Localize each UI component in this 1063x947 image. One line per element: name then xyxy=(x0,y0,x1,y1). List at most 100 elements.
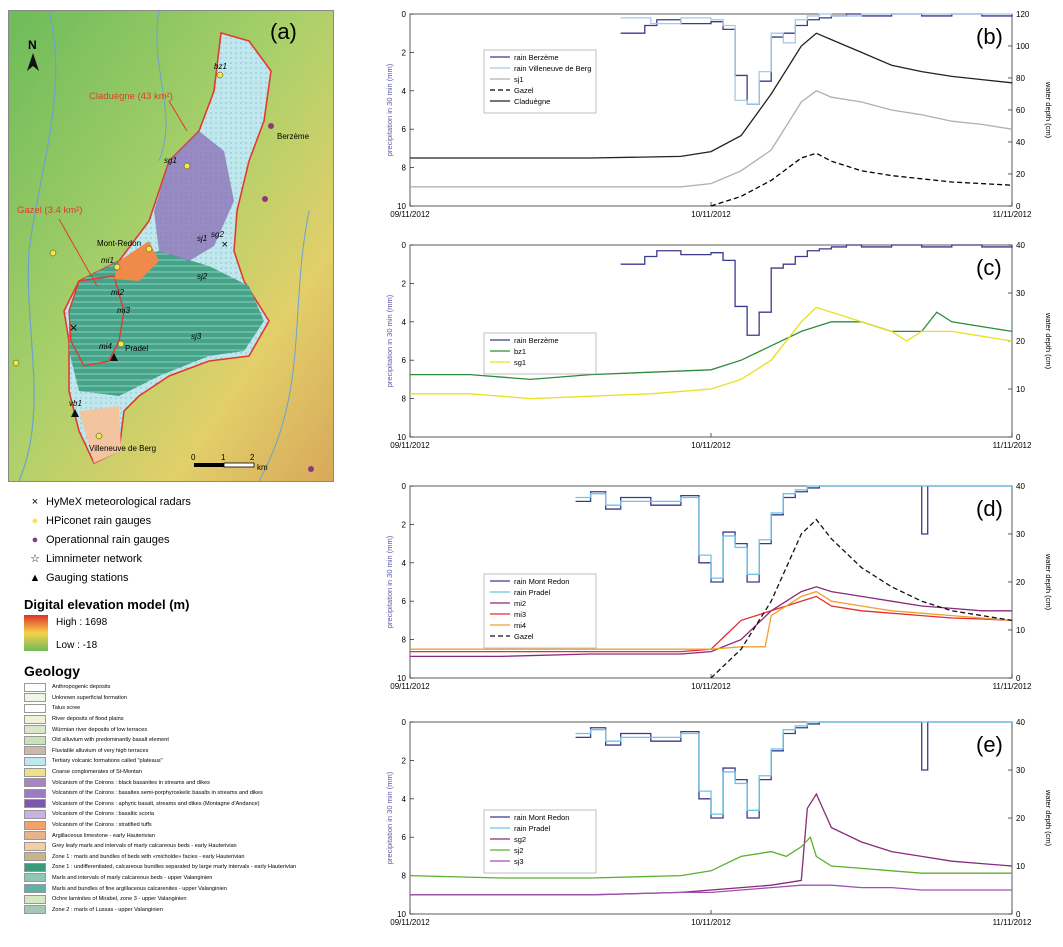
y-tick-label: 10 xyxy=(397,910,406,919)
river xyxy=(258,210,310,481)
y2-tick-label: 100 xyxy=(1016,42,1030,51)
legend-entry: Gazel xyxy=(514,86,534,95)
y-tick-label: 4 xyxy=(402,559,407,568)
geology-label: Volcanism of the Coirons : basaltic scor… xyxy=(52,811,154,818)
y2-tick-label: 20 xyxy=(1016,814,1025,823)
y-tick-label: 0 xyxy=(402,718,407,727)
x-tick-label: 10/11/2012 xyxy=(691,682,731,691)
geology-row: Unknown superficial formation xyxy=(24,693,354,704)
geology-row: Coarse conglomerates of St-Montan xyxy=(24,767,354,778)
y2-axis-label: water depth (cm) xyxy=(1044,789,1053,847)
series-line-mi2 xyxy=(410,586,1012,658)
geology-label: Würmian river deposits of low terraces xyxy=(52,726,148,733)
series-line-mi4 xyxy=(410,590,1013,650)
y-tick-label: 4 xyxy=(402,318,407,327)
geology-swatch xyxy=(24,873,46,883)
y-tick-label: 4 xyxy=(402,87,407,96)
legend-entry: sj2 xyxy=(514,846,524,855)
arrow-claduegne xyxy=(168,100,188,132)
geology-swatch xyxy=(24,714,46,724)
station-sg2: sg2 xyxy=(211,230,224,239)
label-claduegne: Claduègne (43 km²) xyxy=(89,91,173,102)
geology-legend: Anthropogenic deposits Unknown superficia… xyxy=(24,682,354,915)
legend-entry: mi4 xyxy=(514,621,526,630)
geology-swatch xyxy=(24,735,46,745)
series-line-cladu-gne xyxy=(410,32,1013,159)
geology-swatch xyxy=(24,693,46,703)
geology-label: Old alluvium with predominantly basalt e… xyxy=(52,737,169,744)
hpiconet-gauge-icon xyxy=(117,340,125,348)
geology-title: Geology xyxy=(24,663,81,679)
geology-row: Marls and bundles of fine argillaceous c… xyxy=(24,883,354,894)
series-line-rain-pradel xyxy=(575,485,1012,579)
y2-tick-label: 40 xyxy=(1016,718,1025,727)
hpiconet-gauge-icon xyxy=(95,432,103,440)
chart-legend-box xyxy=(483,809,597,874)
geology-swatch xyxy=(24,852,46,862)
panel-label: (d) xyxy=(976,496,1003,521)
legend-entry: rain Villeneuve de Berg xyxy=(514,64,591,73)
legend-row: ☆ Limnimeter network xyxy=(24,549,354,568)
legend-label: Gauging stations xyxy=(46,571,129,584)
legend-row: × HyMeX meteorological radars xyxy=(24,492,354,511)
series-line-rain-pradel xyxy=(575,721,1012,815)
geology-label: Argillaceous limestone - early Hauterivi… xyxy=(52,832,155,839)
geology-swatch xyxy=(24,831,46,841)
hpiconet-gauge-icon xyxy=(113,263,121,271)
legend-entry: rain Mont Redon xyxy=(514,813,569,822)
geology-label: Marls and bundles of fine argillaceous c… xyxy=(52,885,227,892)
operational-gauge-icon xyxy=(262,196,268,202)
scale-tick-1: 1 xyxy=(221,453,226,462)
y2-tick-label: 40 xyxy=(1016,241,1025,250)
geology-label: Volcanism of the Coirons : black basanit… xyxy=(52,779,210,786)
geology-label: Tertiary volcanic formations called "pla… xyxy=(52,758,163,765)
station-vb1: vb1 xyxy=(69,399,82,408)
hpiconet-gauge-icon xyxy=(183,162,191,170)
star-icon: ☆ xyxy=(30,553,40,565)
chart-legend-box xyxy=(483,49,597,114)
x-tick-label: 10/11/2012 xyxy=(691,210,731,219)
y-tick-label: 0 xyxy=(402,10,407,19)
scale-tick-0: 0 xyxy=(191,453,196,462)
y2-axis-label: water depth (cm) xyxy=(1044,81,1053,139)
dem-low: Low : -18 xyxy=(56,640,98,651)
chart-svg-c: 0 2 4 6 8 10 0 10 20 30 40 09/11/2012 10/11/2012 11/1… xyxy=(385,241,1053,450)
station-mi1: mi1 xyxy=(101,256,114,265)
dem-legend: High : 1698 Low : -18 xyxy=(24,615,354,653)
geology-row: Volcanism of the Coirons : basaltes semi… xyxy=(24,788,354,799)
station-sj1: sj1 xyxy=(197,234,207,243)
y-axis-label: precipitation in 30 min (mm) xyxy=(385,771,394,864)
hpiconet-gauge-icon xyxy=(12,359,20,367)
geology-label: Unknown superficial formation xyxy=(52,694,127,701)
y2-tick-label: 0 xyxy=(1016,433,1021,442)
geology-row: Volcanism of the Coirons : basaltic scor… xyxy=(24,809,354,820)
y2-tick-label: 40 xyxy=(1016,138,1025,147)
x-tick-label: 10/11/2012 xyxy=(691,441,731,450)
geology-swatch xyxy=(24,820,46,830)
geology-row: Zone 2 : marls of Lussas - upper Valangi… xyxy=(24,904,354,915)
geology-swatch xyxy=(24,884,46,894)
geology-label: Grey leafy marls and intervals of marly … xyxy=(52,843,237,850)
y2-tick-label: 20 xyxy=(1016,337,1025,346)
geology-swatch xyxy=(24,703,46,713)
y2-tick-label: 60 xyxy=(1016,106,1025,115)
gauging-station-icon xyxy=(110,353,118,361)
river xyxy=(156,11,167,162)
geology-row: Grey leafy marls and intervals of marly … xyxy=(24,841,354,852)
y2-tick-label: 10 xyxy=(1016,862,1025,871)
geology-row: Volcanism of the Coirons : aphyric basal… xyxy=(24,799,354,810)
series-line-sj2 xyxy=(409,835,1012,879)
station-mi2: mi2 xyxy=(111,288,124,297)
y-tick-label: 10 xyxy=(397,674,406,683)
legend-row: ● HPiconet rain gauges xyxy=(24,511,354,530)
legend-entry: rain Pradel xyxy=(514,588,551,597)
geology-label: Volcanism of the Coirons : basaltes semi… xyxy=(52,790,263,797)
geology-swatch xyxy=(24,725,46,735)
y-tick-label: 6 xyxy=(402,356,407,365)
legend-entry: rain Berzème xyxy=(514,53,559,62)
x-tick-label: 11/11/2012 xyxy=(993,682,1032,691)
series-line-mi3 xyxy=(410,595,1013,653)
series-line-rain-villeneuve-de-berg xyxy=(620,13,1012,105)
study-area-map: (a) N Claduègne (43 km²) Gazel (3.4 km²)… xyxy=(8,10,334,482)
label-gazel: Gazel (3.4 km²) xyxy=(17,205,82,216)
